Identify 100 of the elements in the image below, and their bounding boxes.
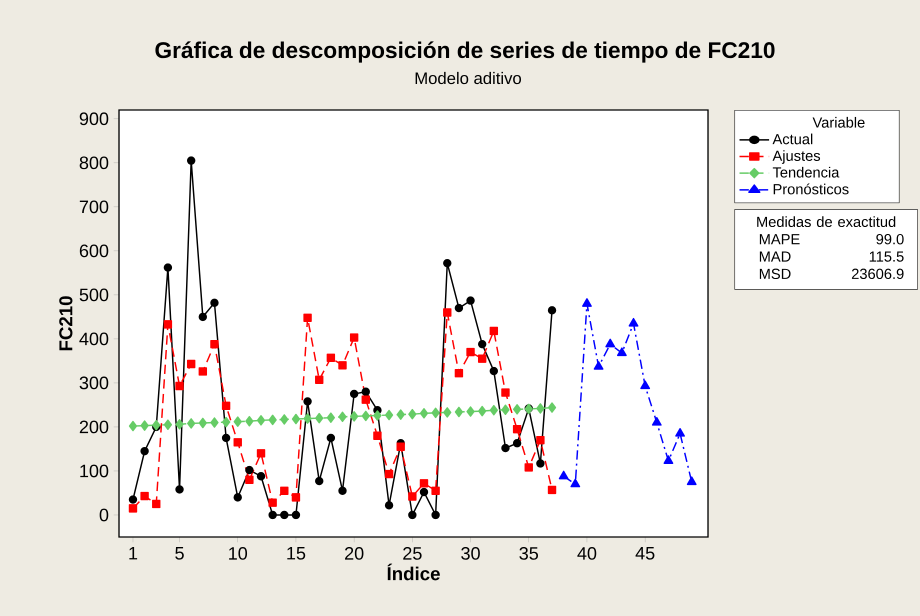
point <box>408 510 417 520</box>
point <box>548 306 556 314</box>
point <box>420 479 428 488</box>
point <box>268 414 277 426</box>
x-tick-label: 35 <box>519 547 538 560</box>
point <box>245 416 254 426</box>
point <box>315 476 324 486</box>
x-tick-label: 30 <box>461 547 480 560</box>
point <box>140 420 149 431</box>
point <box>594 361 604 370</box>
point <box>536 459 545 468</box>
text: MSD <box>760 268 791 280</box>
point <box>431 510 440 520</box>
point <box>128 504 138 513</box>
point <box>175 382 184 390</box>
legend-label: Pronósticos <box>774 183 849 194</box>
point <box>501 404 510 416</box>
point <box>152 500 160 508</box>
point <box>373 432 382 440</box>
point <box>338 486 347 495</box>
x-tick-label: 40 <box>577 547 596 560</box>
y-tick-label: 100 <box>80 464 108 478</box>
point <box>210 340 219 348</box>
y-tick-label: 200 <box>80 420 108 434</box>
point <box>536 403 545 414</box>
legend-label: Actual <box>772 134 812 144</box>
point <box>478 354 486 363</box>
point <box>362 388 370 396</box>
point <box>245 466 254 474</box>
point <box>524 463 533 472</box>
point <box>175 419 184 430</box>
point <box>268 498 277 507</box>
point <box>512 424 522 434</box>
x-tick-label: 5 <box>175 547 184 560</box>
point <box>675 428 685 437</box>
point <box>280 414 288 425</box>
point <box>478 406 486 416</box>
point <box>338 361 347 370</box>
point <box>256 415 266 426</box>
point <box>512 439 522 448</box>
chart-title: Gráfica de descomposición de series de tiempo de FC210 <box>155 41 775 63</box>
point <box>490 326 498 336</box>
point <box>326 354 336 362</box>
point <box>582 298 592 307</box>
point <box>478 340 486 348</box>
point <box>420 408 428 419</box>
point <box>384 470 394 478</box>
x-tick-label: 15 <box>287 547 306 560</box>
point <box>234 438 242 447</box>
point <box>664 455 674 464</box>
point <box>186 360 196 368</box>
point <box>362 410 370 422</box>
point <box>164 419 172 430</box>
y-tick-label: 0 <box>100 508 108 522</box>
point <box>396 442 405 451</box>
y-tick-label: 800 <box>80 156 108 170</box>
x-tick-label: 45 <box>636 547 654 560</box>
point <box>443 407 452 418</box>
point <box>234 416 242 427</box>
point <box>501 444 510 452</box>
point <box>256 472 266 480</box>
point <box>512 404 522 415</box>
point <box>210 417 219 428</box>
point <box>570 478 580 488</box>
point <box>408 408 416 420</box>
point <box>186 156 196 165</box>
point <box>128 495 138 504</box>
point <box>431 486 440 495</box>
point <box>466 406 475 417</box>
x-tick-label: 20 <box>345 547 364 560</box>
legend-label: Tendencia <box>772 166 840 178</box>
x-tick-label: 1 <box>129 547 138 560</box>
point <box>454 304 464 312</box>
chart-subtitle: Modelo aditivo <box>416 72 522 84</box>
point <box>454 406 464 418</box>
point <box>292 510 300 520</box>
point <box>350 411 358 422</box>
point <box>268 510 277 520</box>
point <box>315 412 324 424</box>
point <box>350 333 358 342</box>
point <box>198 367 208 376</box>
y-tick-label: 700 <box>80 200 108 214</box>
text: MAPE <box>760 234 800 244</box>
legend-label: Ajustes <box>772 150 820 164</box>
y-axis-title: FC210 <box>59 296 72 350</box>
legend-title: Variable <box>812 116 865 128</box>
point <box>384 501 394 510</box>
point <box>140 446 149 456</box>
y-tick-label: 400 <box>79 332 108 346</box>
point <box>454 369 464 378</box>
point <box>466 296 475 305</box>
point <box>292 414 300 424</box>
point <box>686 476 697 486</box>
point <box>315 376 324 384</box>
point <box>490 404 498 416</box>
point <box>292 493 300 502</box>
point <box>303 314 312 322</box>
point <box>558 470 569 480</box>
point <box>501 388 510 397</box>
point <box>280 486 288 495</box>
